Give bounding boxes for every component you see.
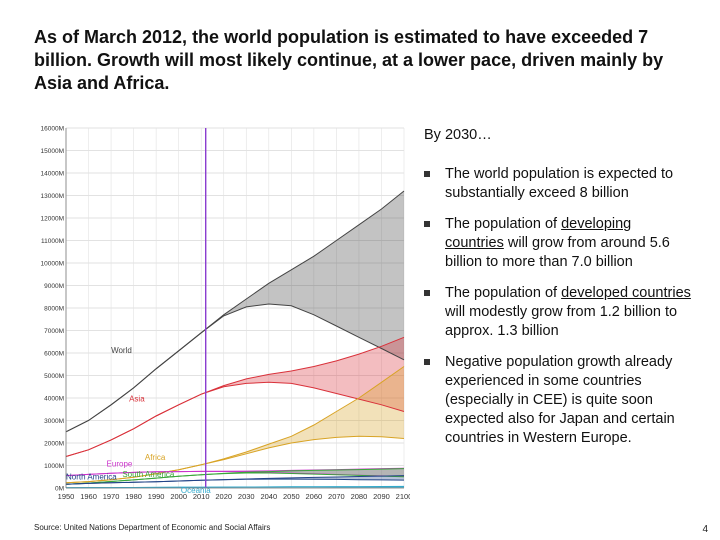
- asia-band: [66, 337, 404, 457]
- y-tick-label: 3000M: [44, 418, 64, 425]
- y-tick-label: 8000M: [44, 306, 64, 313]
- bullet-list: The world population is expected to subs…: [424, 165, 694, 448]
- y-tick-label: 9000M: [44, 283, 64, 290]
- bullet-text-end: will grow from around 5.6 billion to mor…: [445, 235, 670, 270]
- x-tick-label: 1990: [148, 492, 165, 501]
- africa-band: [66, 366, 404, 483]
- y-tick-label: 12000M: [41, 216, 65, 223]
- south-america-label: South America: [122, 470, 175, 479]
- y-tick-label: 0M: [55, 486, 64, 493]
- chart-lines: [65, 190, 405, 489]
- chart-background: [30, 122, 410, 508]
- south-america-band: [66, 468, 404, 485]
- x-tick-label: 2070: [328, 492, 345, 501]
- y-tick-label: 7000M: [44, 328, 64, 335]
- source-note: Source: United Nations Department of Eco…: [34, 523, 271, 532]
- chart-gridlines: [65, 127, 405, 489]
- africa-low-line: [65, 435, 405, 484]
- south-america-low-line: [65, 472, 405, 485]
- square-bullet-icon: [424, 171, 430, 177]
- x-tick-label: 2080: [351, 492, 368, 501]
- y-tick-label: 2000M: [44, 441, 64, 448]
- bullet-text-end: will modestly grow from 1.2 billion to a…: [445, 304, 678, 339]
- square-bullet-icon: [424, 221, 430, 227]
- x-tick-label: 1960: [80, 492, 97, 501]
- square-bullet-icon: [424, 290, 430, 296]
- bullet-text: The population of: [445, 285, 562, 301]
- x-tick-label: 2020: [215, 492, 232, 501]
- x-tick-label: 2100: [396, 492, 410, 501]
- y-tick-label: 11000M: [41, 238, 64, 245]
- y-tick-label: 16000M: [41, 126, 65, 133]
- x-tick-label: 2060: [306, 492, 323, 501]
- x-tick-label: 2000: [170, 492, 187, 501]
- x-tick-label: 2050: [283, 492, 300, 501]
- y-tick-label: 10000M: [41, 261, 65, 268]
- europe-label: Europe: [107, 460, 133, 469]
- bullet-item: The population of developed countries wi…: [424, 284, 694, 341]
- x-tick-label: 2010: [193, 492, 210, 501]
- y-tick-label: 4000M: [44, 396, 64, 403]
- slide-title: As of March 2012, the world population i…: [34, 27, 664, 93]
- y-tick-label: 15000M: [41, 148, 65, 155]
- x-tick-label: 1980: [125, 492, 142, 501]
- y-axis: 0M 1000M 2000M 3000M 4000M 5000M 6000M 7000M 800…: [41, 126, 67, 493]
- y-tick-label: 13000M: [41, 193, 65, 200]
- north-america-low-line: [65, 478, 405, 485]
- bullet-item: Negative population growth already exper…: [424, 353, 694, 448]
- panel-intro: By 2030…: [424, 127, 492, 143]
- x-tick-label: 2030: [238, 492, 255, 501]
- oceania-label: Oceania: [181, 486, 211, 495]
- y-tick-label: 1000M: [44, 463, 64, 470]
- y-tick-label: 5000M: [44, 373, 64, 380]
- asia-low-line: [65, 381, 405, 457]
- y-tick-label: 6000M: [44, 351, 64, 358]
- x-tick-label: 1970: [103, 492, 120, 501]
- bullet-item: The world population is expected to subs…: [424, 165, 694, 203]
- x-axis: 1950 1960 1970 1980 1990 2000 2010 2020 2030 2040…: [58, 487, 410, 501]
- page-number: 4: [702, 524, 708, 535]
- bullet-text: The world population is expected to subs…: [445, 166, 674, 201]
- oceania-low-line: [65, 486, 404, 489]
- bullet-item: The population of developing countries w…: [424, 215, 694, 272]
- y-tick-label: 14000M: [41, 171, 65, 178]
- developing-countries-link[interactable]: developing countries: [445, 216, 632, 251]
- asia-label: Asia: [129, 394, 145, 403]
- world-low-line: [65, 303, 405, 433]
- key-points-panel: By 2030… The world population is expecte…: [424, 126, 694, 460]
- developed-countries-link[interactable]: developed countries: [561, 285, 691, 301]
- africa-label: Africa: [145, 453, 166, 462]
- x-tick-label: 2040: [260, 492, 277, 501]
- north-america-label: North America: [66, 472, 117, 481]
- x-tick-label: 2090: [373, 492, 390, 501]
- world-label: World: [111, 346, 132, 355]
- bullet-text: The population of: [445, 216, 562, 232]
- bullet-text: Negative population growth already exper…: [445, 354, 675, 446]
- square-bullet-icon: [424, 359, 430, 365]
- x-tick-label: 1950: [58, 492, 75, 501]
- population-chart: 0M 1000M 2000M 3000M 4000M 5000M 6000M 7000M 800…: [30, 122, 410, 508]
